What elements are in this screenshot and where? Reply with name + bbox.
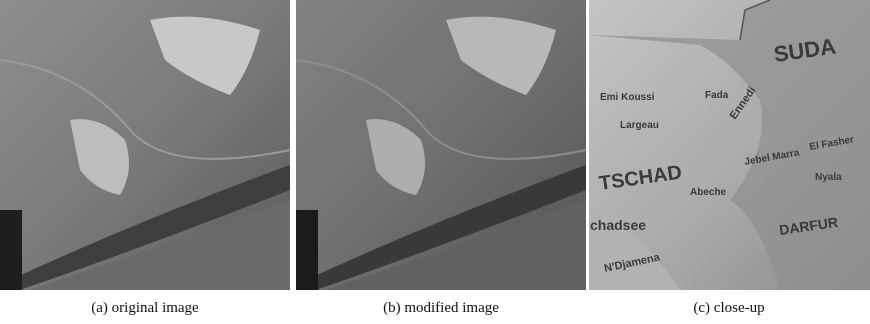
map-label: Fada [705, 90, 729, 101]
map-label: Largeau [620, 120, 659, 131]
panel-b-image [296, 0, 586, 290]
figure: SUDA Emi Koussi Fada Largeau Ennedi TSCH… [0, 0, 870, 324]
caption: (c) close-up [693, 300, 764, 316]
map-label: chadsee [590, 217, 646, 233]
map-label: Nyala [815, 172, 842, 183]
map-label: Abeche [690, 187, 727, 198]
figure-svg: SUDA Emi Koussi Fada Largeau Ennedi TSCH… [0, 0, 870, 324]
caption: (b) modified image [383, 300, 499, 316]
map-label: Emi Koussi [600, 92, 655, 103]
panel-a-image [0, 0, 290, 290]
caption: (a) original image [91, 300, 199, 316]
